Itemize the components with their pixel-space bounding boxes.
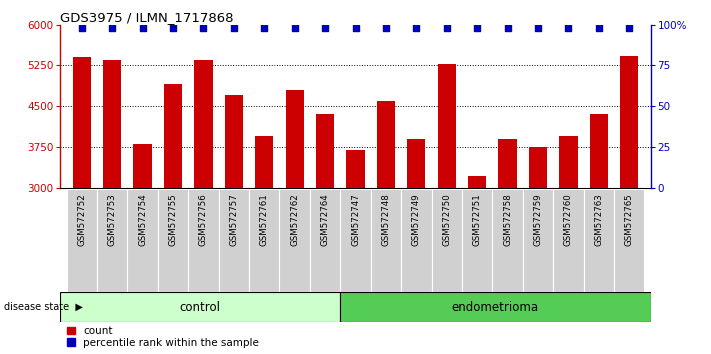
Text: GSM572763: GSM572763 xyxy=(594,194,604,246)
Bar xyxy=(73,57,91,188)
Bar xyxy=(493,189,523,292)
Point xyxy=(562,25,574,31)
Bar xyxy=(377,101,395,188)
Bar xyxy=(97,189,127,292)
Text: control: control xyxy=(180,301,221,314)
Bar xyxy=(468,176,486,188)
Bar xyxy=(134,144,151,188)
Bar xyxy=(553,189,584,292)
Point xyxy=(259,25,270,31)
Point xyxy=(289,25,300,31)
Bar xyxy=(529,147,547,188)
Text: GSM572749: GSM572749 xyxy=(412,194,421,246)
Point xyxy=(593,25,604,31)
Point xyxy=(137,25,149,31)
Bar xyxy=(194,59,213,188)
Point xyxy=(198,25,209,31)
Point xyxy=(107,25,118,31)
Text: GSM572762: GSM572762 xyxy=(290,194,299,246)
Bar xyxy=(67,189,97,292)
Bar xyxy=(60,292,341,322)
Text: GSM572750: GSM572750 xyxy=(442,194,451,246)
Bar xyxy=(225,95,243,188)
Text: GDS3975 / ILMN_1717868: GDS3975 / ILMN_1717868 xyxy=(60,11,234,24)
Text: GSM572765: GSM572765 xyxy=(625,194,634,246)
Bar xyxy=(589,114,608,188)
Point xyxy=(441,25,452,31)
Bar xyxy=(498,139,517,188)
Bar xyxy=(286,90,304,188)
Bar xyxy=(401,189,432,292)
Text: GSM572756: GSM572756 xyxy=(199,194,208,246)
Point xyxy=(319,25,331,31)
Bar xyxy=(127,189,158,292)
Bar xyxy=(218,189,249,292)
Bar xyxy=(310,189,341,292)
Text: GSM572759: GSM572759 xyxy=(533,194,542,246)
Point xyxy=(350,25,361,31)
Bar xyxy=(620,56,638,188)
Point xyxy=(502,25,513,31)
Bar xyxy=(407,139,425,188)
Point xyxy=(76,25,87,31)
Bar xyxy=(560,136,577,188)
Bar xyxy=(103,59,122,188)
Bar xyxy=(188,189,218,292)
Bar xyxy=(316,114,334,188)
Bar xyxy=(614,189,644,292)
Bar xyxy=(346,150,365,188)
Text: endometrioma: endometrioma xyxy=(452,301,539,314)
Bar xyxy=(523,189,553,292)
Text: GSM572755: GSM572755 xyxy=(169,194,178,246)
Text: GSM572764: GSM572764 xyxy=(321,194,330,246)
Bar xyxy=(255,136,273,188)
Point xyxy=(533,25,544,31)
Text: disease state  ▶: disease state ▶ xyxy=(4,302,82,312)
Text: GSM572761: GSM572761 xyxy=(260,194,269,246)
Bar xyxy=(370,189,401,292)
Text: GSM572760: GSM572760 xyxy=(564,194,573,246)
Text: GSM572747: GSM572747 xyxy=(351,194,360,246)
Point xyxy=(228,25,240,31)
Text: GSM572758: GSM572758 xyxy=(503,194,512,246)
Bar xyxy=(432,189,462,292)
Text: GSM572748: GSM572748 xyxy=(381,194,390,246)
Point xyxy=(471,25,483,31)
Text: GSM572751: GSM572751 xyxy=(473,194,481,246)
Point xyxy=(167,25,178,31)
Bar xyxy=(158,189,188,292)
Bar xyxy=(341,189,370,292)
Bar xyxy=(341,292,651,322)
Bar xyxy=(164,85,182,188)
Text: GSM572752: GSM572752 xyxy=(77,194,86,246)
Point xyxy=(411,25,422,31)
Legend: count, percentile rank within the sample: count, percentile rank within the sample xyxy=(65,325,260,349)
Text: GSM572757: GSM572757 xyxy=(230,194,238,246)
Bar xyxy=(438,64,456,188)
Text: GSM572753: GSM572753 xyxy=(107,194,117,246)
Bar xyxy=(279,189,310,292)
Bar xyxy=(584,189,614,292)
Text: GSM572754: GSM572754 xyxy=(138,194,147,246)
Point xyxy=(624,25,635,31)
Bar xyxy=(249,189,279,292)
Point xyxy=(380,25,392,31)
Bar xyxy=(462,189,493,292)
